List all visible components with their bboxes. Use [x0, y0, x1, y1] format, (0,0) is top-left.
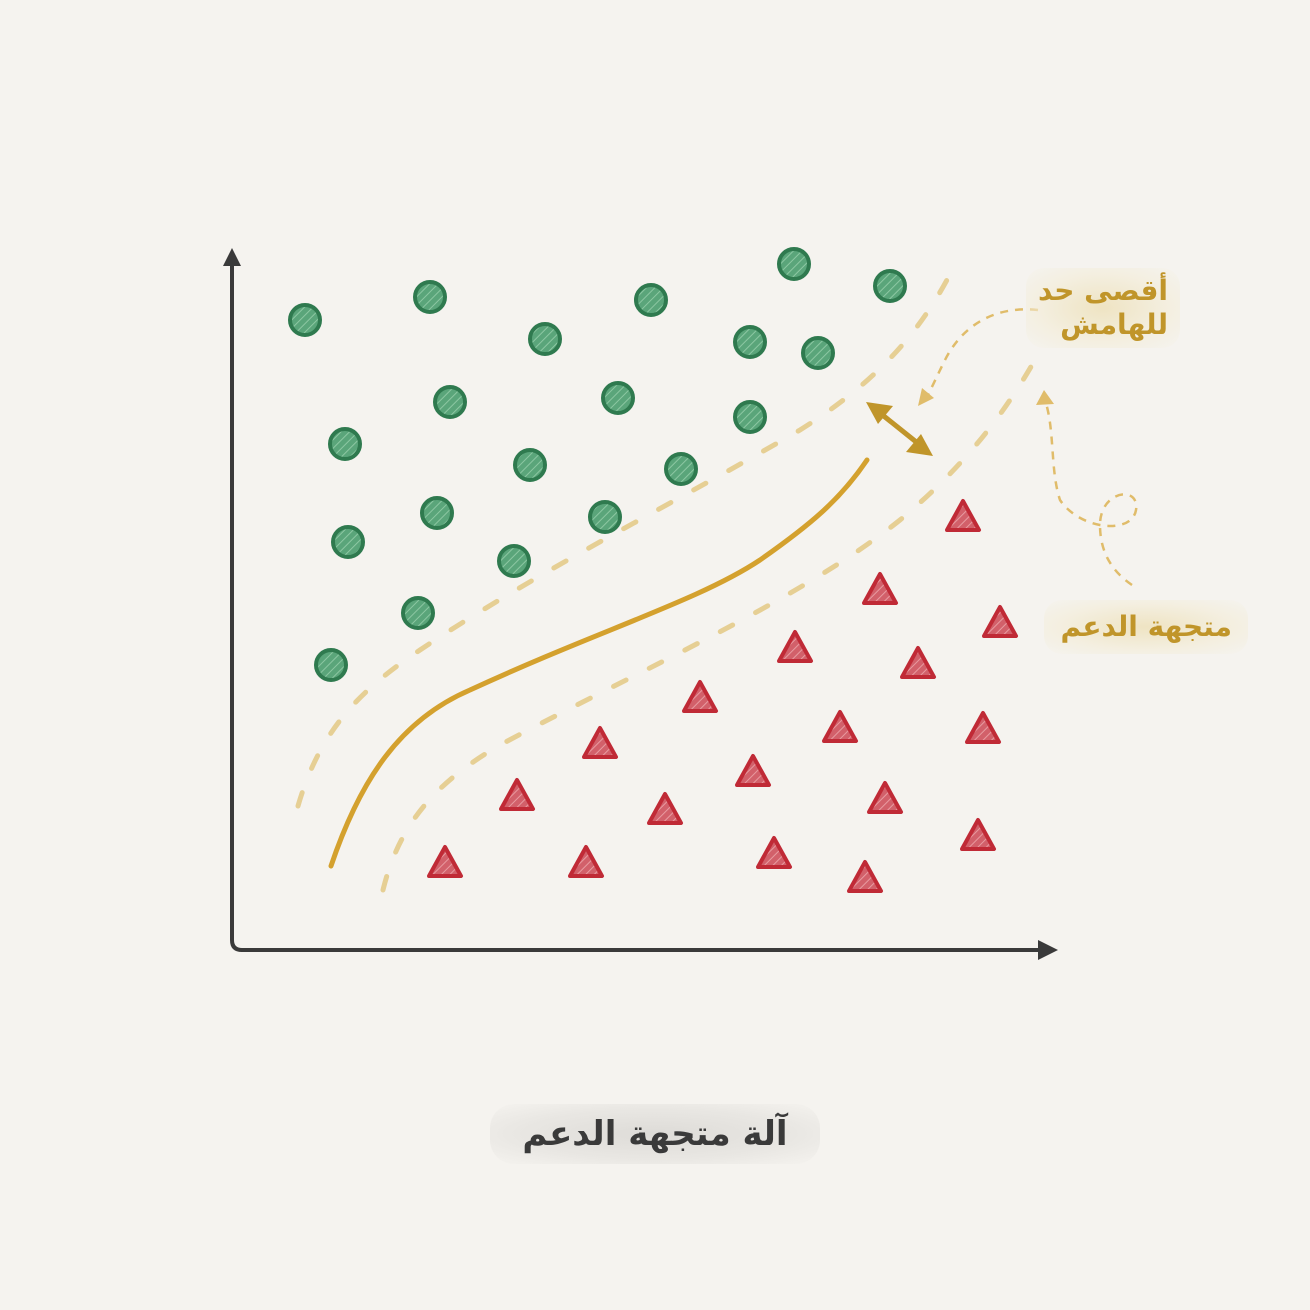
triangle-marker-icon: [960, 818, 996, 851]
triangle-marker-icon: [756, 836, 792, 869]
circle-marker-icon: [601, 381, 635, 415]
circle-marker-icon: [801, 336, 835, 370]
triangle-marker-icon: [867, 781, 903, 814]
circle-marker-icon: [433, 385, 467, 419]
circle-marker-icon: [328, 427, 362, 461]
decision-boundary: [328, 457, 870, 869]
y-axis-arrow-icon: [223, 248, 241, 266]
circle-marker-icon: [497, 544, 531, 578]
triangle-marker-icon: [900, 646, 936, 679]
triangle-marker-icon: [777, 630, 813, 663]
triangle-marker-icon: [982, 605, 1018, 638]
triangle-marker-icon: [822, 710, 858, 743]
triangle-marker-icon: [682, 680, 718, 713]
circle-marker-icon: [733, 325, 767, 359]
class-a-points: [288, 247, 907, 682]
upper-margin-line: [295, 275, 951, 809]
max-margin-label: أقصى حد للهامش: [1026, 268, 1180, 348]
triangle-marker-icon: [427, 845, 463, 878]
class-b-points: [427, 499, 1018, 893]
triangle-marker-icon: [847, 860, 883, 893]
axes: [223, 248, 1058, 960]
support-vector-dashed-arrow-icon: [1036, 390, 1138, 587]
circle-marker-icon: [513, 448, 547, 482]
triangle-marker-icon: [735, 754, 771, 787]
triangle-marker-icon: [582, 726, 618, 759]
circle-marker-icon: [588, 500, 622, 534]
circle-marker-icon: [634, 283, 668, 317]
dashed-arrow-icon: [918, 308, 1039, 406]
circle-marker-icon: [873, 269, 907, 303]
circle-marker-icon: [331, 525, 365, 559]
circle-marker-icon: [664, 452, 698, 486]
circle-marker-icon: [733, 400, 767, 434]
lower-margin-line: [380, 362, 1035, 893]
circle-marker-icon: [288, 303, 322, 337]
circle-marker-icon: [420, 496, 454, 530]
support-vectors-label: متجهة الدعم: [1044, 600, 1248, 654]
triangle-marker-icon: [862, 572, 898, 605]
triangle-marker-icon: [965, 711, 1001, 744]
circle-marker-icon: [528, 322, 562, 356]
double-arrow-icon: [866, 402, 933, 456]
triangle-marker-icon: [568, 845, 604, 878]
triangle-marker-icon: [945, 499, 981, 532]
circle-marker-icon: [777, 247, 811, 281]
circle-marker-icon: [413, 280, 447, 314]
triangle-marker-icon: [647, 792, 683, 825]
triangle-marker-icon: [499, 778, 535, 811]
circle-marker-icon: [401, 596, 435, 630]
x-axis-arrow-icon: [1038, 940, 1058, 960]
diagram-title: آلة متجهة الدعم: [490, 1104, 820, 1164]
y-axis: [230, 260, 244, 952]
circle-marker-icon: [314, 648, 348, 682]
